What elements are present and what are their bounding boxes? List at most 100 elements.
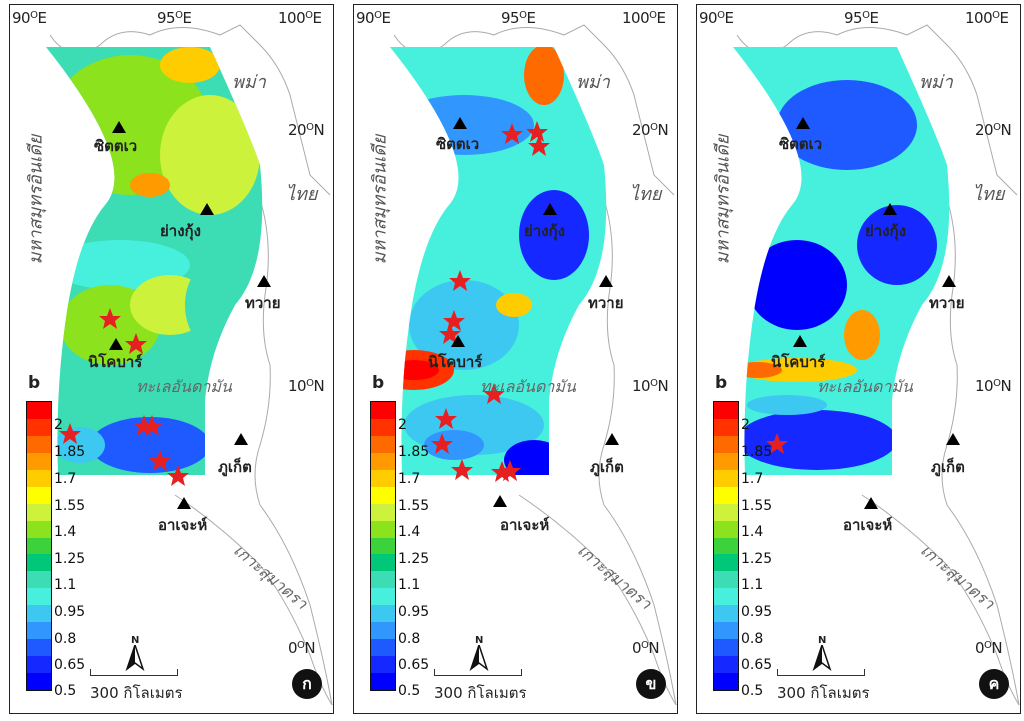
colorbar-tick: 0.5 <box>398 683 421 699</box>
region-thailand: ไทย <box>286 184 318 205</box>
colorbar-swatch <box>714 469 738 487</box>
colorbar-tick: 0.8 <box>398 631 421 647</box>
colorbar-tick: 1.4 <box>54 524 77 540</box>
city-marker-dawei <box>942 275 956 287</box>
colorbar-tick: 1.85 <box>398 444 430 460</box>
region-thailand: ไทย <box>630 184 662 205</box>
colorbar-tick: 0.95 <box>398 604 430 620</box>
colorbar-swatch <box>371 486 395 504</box>
north-label: N <box>475 635 484 646</box>
place-phuket: ภูเก็ต <box>218 458 252 476</box>
colorbar-tick: 1.25 <box>741 551 773 567</box>
colorbar <box>713 401 739 691</box>
colorbar-tick: 1.1 <box>741 577 764 593</box>
city-marker-nicobar <box>451 335 465 347</box>
lon-label-100: 100OE <box>622 9 666 27</box>
colorbar-swatch <box>714 486 738 504</box>
colorbar-swatch <box>714 520 738 538</box>
colorbar <box>26 401 52 691</box>
panel-letter: ก <box>292 669 322 699</box>
map-svg <box>733 24 1020 706</box>
scale-label: 300 กิโลเมตร <box>434 684 527 702</box>
colorbar-swatch <box>27 486 51 504</box>
colorbar-swatch <box>714 622 738 640</box>
colorbar-tick: 0.65 <box>741 657 773 673</box>
lon-label-90: 90OE <box>699 9 734 27</box>
lat-label-0: 0ON <box>288 639 316 657</box>
place-aceh: อาเจะห์ <box>500 516 550 534</box>
colorbar-tick: 1.4 <box>741 524 764 540</box>
colorbar-swatch <box>371 402 395 419</box>
city-marker-phuket <box>234 433 248 445</box>
colorbar-tick: 1.7 <box>741 471 764 487</box>
colorbar-swatch <box>714 537 738 555</box>
colorbar-swatch <box>371 622 395 640</box>
place-nicobar: นิโคบาร์ <box>88 353 143 371</box>
map-svg <box>46 24 333 706</box>
place-aceh: อาเจะห์ <box>158 516 208 534</box>
colorbar-title: b <box>715 373 728 393</box>
colorbar-swatch <box>27 571 51 589</box>
colorbar-swatch <box>714 452 738 470</box>
colorbar-swatch <box>714 503 738 521</box>
colorbar-tick: 1.1 <box>54 577 77 593</box>
colorbar-swatch <box>371 639 395 657</box>
colorbar-tick: 1.85 <box>54 444 86 460</box>
city-marker-sittwe <box>112 121 126 133</box>
colorbar-swatch <box>371 537 395 555</box>
colorbar-tick: 0.95 <box>741 604 773 620</box>
colorbar-swatch <box>27 622 51 640</box>
city-marker-aceh <box>493 495 507 507</box>
colorbar-swatch <box>27 469 51 487</box>
colorbar-swatch <box>27 503 51 521</box>
colorbar-title: b <box>372 373 385 393</box>
colorbar-tick: 2 <box>398 417 407 433</box>
city-marker-sittwe <box>796 117 810 129</box>
colorbar-tick: 0.8 <box>741 631 764 647</box>
city-marker-phuket <box>946 433 960 445</box>
region-myanmar: พม่า <box>232 72 266 93</box>
colorbar-swatch <box>27 418 51 436</box>
region-indian-ocean: มหาสมุทรอินเดีย <box>25 134 47 265</box>
lon-label-90: 90OE <box>356 9 391 27</box>
region-thailand: ไทย <box>973 184 1005 205</box>
city-marker-sittwe <box>453 117 467 129</box>
city-marker-yangon <box>200 203 214 215</box>
place-yangon: ย่างกุ้ง <box>865 222 906 240</box>
colorbar-swatch <box>371 656 395 673</box>
colorbar-swatch <box>371 435 395 453</box>
city-marker-nicobar <box>793 335 807 347</box>
scale-bar <box>90 669 178 676</box>
colorbar-swatch <box>27 537 51 555</box>
colorbar-swatch <box>371 588 395 606</box>
place-sittwe: ซิตตเว <box>779 135 823 153</box>
colorbar-swatch <box>714 588 738 606</box>
colorbar-swatch <box>714 402 738 419</box>
colorbar-tick: 1.7 <box>54 471 77 487</box>
colorbar-swatch <box>714 673 738 690</box>
lat-label-10: 10ON <box>288 377 325 395</box>
scale-label: 300 กิโลเมตร <box>777 684 870 702</box>
colorbar-tick: 1.55 <box>54 498 86 514</box>
region-myanmar: พม่า <box>576 72 610 93</box>
city-marker-dawei <box>257 275 271 287</box>
colorbar-tick: 1.1 <box>398 577 421 593</box>
colorbar-swatch <box>371 452 395 470</box>
place-aceh: อาเจะห์ <box>843 516 893 534</box>
lat-label-20: 20ON <box>975 121 1012 139</box>
colorbar-swatch <box>371 571 395 589</box>
colorbar-tick: 1.85 <box>741 444 773 460</box>
colorbar-swatch <box>371 520 395 538</box>
lat-label-10: 10ON <box>975 377 1012 395</box>
lon-label-95: 95OE <box>844 9 879 27</box>
scale-bar <box>777 669 865 676</box>
colorbar-tick: 1.25 <box>398 551 430 567</box>
north-arrow-icon <box>812 645 832 671</box>
colorbar-swatch <box>371 418 395 436</box>
lat-label-20: 20ON <box>288 121 325 139</box>
earthquake-markers <box>431 121 550 482</box>
place-yangon: ย่างกุ้ง <box>160 222 201 240</box>
colorbar-swatch <box>27 435 51 453</box>
colorbar-swatch <box>714 605 738 623</box>
place-nicobar: นิโคบาร์ <box>428 353 483 371</box>
